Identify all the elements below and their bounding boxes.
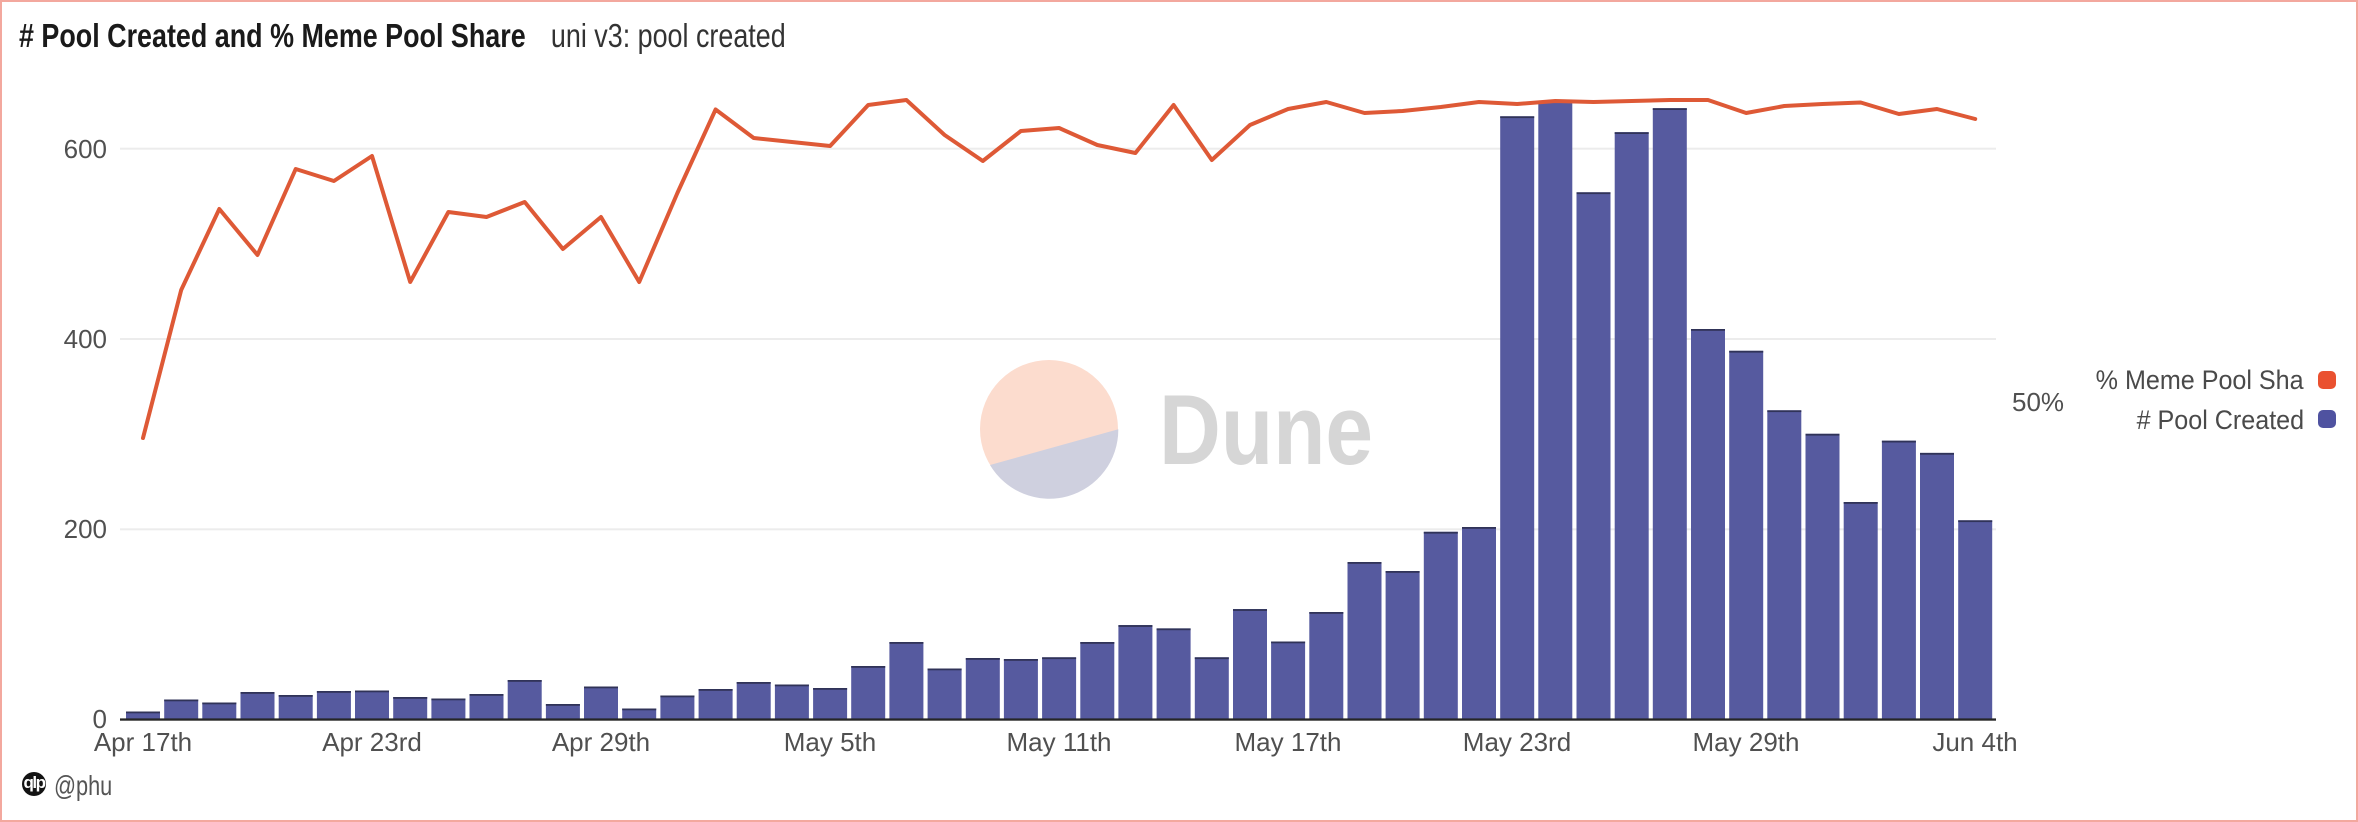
svg-text:Dune: Dune — [1159, 374, 1373, 485]
